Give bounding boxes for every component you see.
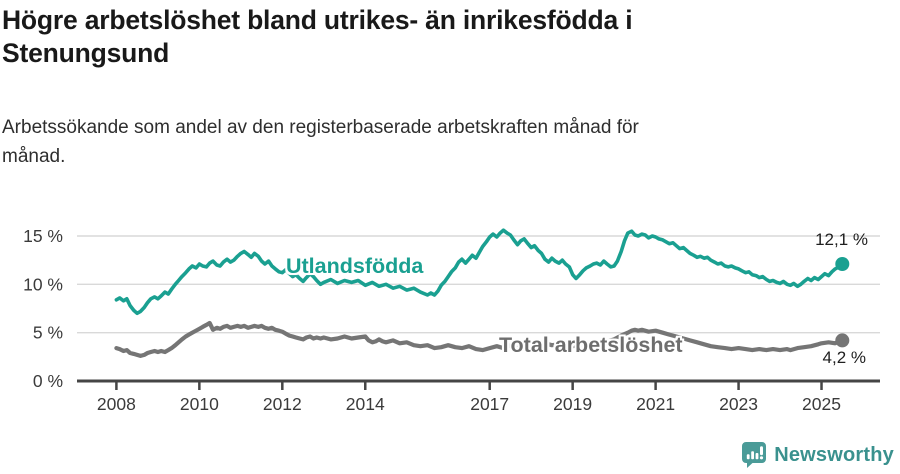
y-tick-label: 0 % — [33, 371, 63, 391]
y-tick-label: 15 % — [23, 226, 63, 246]
x-tick-label: 2023 — [719, 394, 758, 414]
newsworthy-icon — [742, 442, 767, 468]
newsworthy-logo[interactable]: Newsworthy — [741, 441, 894, 469]
x-tick-label: 2010 — [180, 394, 219, 414]
chart-subtitle-line1: Arbetssökande som andel av den registerb… — [2, 117, 639, 138]
series-line-utlandsfodda — [114, 228, 845, 316]
series-label-total-arbetsloshet: Total arbetslöshet — [499, 333, 683, 357]
end-value-label-total: 4,2 % — [822, 348, 866, 367]
series-end-dot-total-arbetsloshet — [835, 333, 850, 348]
page-title-line1: Högre arbetslöshet bland utrikes- än inr… — [2, 5, 633, 35]
x-tick-label: 2025 — [802, 394, 841, 414]
y-tick-label: 10 % — [23, 274, 63, 294]
x-tick-label: 2014 — [346, 394, 385, 414]
x-tick-label: 2008 — [97, 394, 136, 414]
series-label-utlandsfodda: Utlandsfödda — [286, 254, 424, 278]
chart-subtitle-line2: månad. — [2, 146, 66, 167]
chart-subtitle: Arbetssökande som andel av den registerb… — [2, 113, 872, 171]
x-tick-label: 2021 — [636, 394, 675, 414]
x-tick-label: 2017 — [470, 394, 509, 414]
series-line-total-arbetsloshet — [114, 320, 845, 358]
series-end-dot-utlandsfodda — [835, 257, 850, 271]
y-tick-label: 5 % — [33, 323, 63, 343]
x-tick-label: 2019 — [553, 394, 592, 414]
page-title-line2: Stenungsund — [2, 38, 170, 68]
end-value-label-utlandsfodda: 12,1 % — [815, 230, 868, 249]
page-title: Högre arbetslöshet bland utrikes- än inr… — [2, 4, 872, 70]
x-tick-label: 2012 — [263, 394, 302, 414]
newsworthy-wordmark: Newsworthy — [774, 443, 894, 466]
